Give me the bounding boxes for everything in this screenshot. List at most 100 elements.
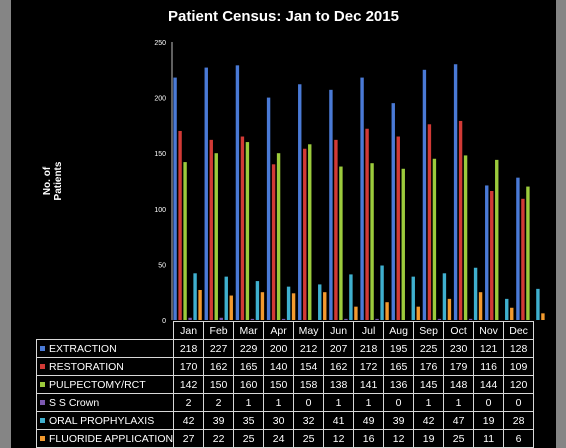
- data-label: 11: [473, 429, 505, 448]
- data-label: 25: [443, 429, 475, 448]
- legend-key-swatch: [40, 364, 45, 370]
- y-tick-label: 200: [154, 96, 166, 103]
- data-label: 165: [383, 357, 415, 376]
- bar-fluoride-application-feb: [229, 295, 233, 320]
- series-name: ORAL PROPHYLAXIS: [49, 414, 155, 427]
- legend-entry: ORAL PROPHYLAXIS: [35, 411, 175, 430]
- series-name: S S Crown: [49, 396, 100, 409]
- data-label: 165: [233, 357, 265, 376]
- x-tick-label: Jan: [173, 321, 205, 340]
- data-label: 49: [353, 411, 385, 430]
- data-label: 24: [263, 429, 295, 448]
- data-label: 212: [293, 339, 325, 358]
- data-label: 42: [413, 411, 445, 430]
- series-name: FLUORIDE APPLICATION: [49, 432, 174, 445]
- bar-fluoride-application-oct: [478, 292, 483, 320]
- data-label: 1: [413, 393, 445, 412]
- chart-plot: 0 50 100 150 200 250: [154, 40, 545, 325]
- data-label: 145: [413, 375, 445, 394]
- bar-extraction-nov: [485, 185, 489, 320]
- y-tick-label: 50: [158, 262, 166, 269]
- data-label: 42: [173, 411, 205, 430]
- data-label: 140: [263, 357, 295, 376]
- data-label: 47: [443, 411, 475, 430]
- data-label: 1: [353, 393, 385, 412]
- bar-fluoride-application-aug: [416, 306, 420, 320]
- bar-fluoride-application-jan: [198, 289, 202, 320]
- bar-s-s-crown-mar: [250, 318, 255, 320]
- data-label: 200: [263, 339, 295, 358]
- x-tick-label: Jul: [353, 321, 385, 340]
- bar-pulpectomy-rct-jul: [370, 163, 374, 320]
- data-label: 30: [263, 411, 295, 430]
- bar-extraction-mar: [235, 65, 240, 320]
- y-tick-label: 100: [154, 207, 166, 214]
- data-label: 158: [293, 375, 325, 394]
- bar-s-s-crown-jul: [375, 318, 379, 320]
- data-label: 136: [383, 375, 415, 394]
- bar-pulpectomy-rct-mar: [245, 142, 250, 320]
- x-tick-label: Nov: [473, 321, 505, 340]
- data-label: 179: [443, 357, 475, 376]
- series-name: RESTORATION: [49, 360, 124, 373]
- bar-oral-prophylaxis-mar: [255, 281, 260, 320]
- data-label: 150: [203, 375, 235, 394]
- data-label: 0: [503, 393, 535, 412]
- data-label: 41: [323, 411, 355, 430]
- x-tick-label: Oct: [443, 321, 475, 340]
- bar-restoration-apr: [271, 164, 276, 320]
- bar-oral-prophylaxis-oct: [473, 267, 478, 320]
- table-corner: [37, 322, 174, 340]
- data-label: 170: [173, 357, 205, 376]
- data-label: 6: [503, 429, 535, 448]
- data-label: 160: [233, 375, 265, 394]
- data-label: 2: [203, 393, 235, 412]
- x-tick-label: Feb: [203, 321, 235, 340]
- bar-oral-prophylaxis-feb: [224, 276, 228, 320]
- bar-oral-prophylaxis-dec: [536, 288, 540, 320]
- bar-fluoride-application-jun: [354, 306, 358, 320]
- table-row: PULPECTOMY/RCT 142 150 160 150 158 138 141 136 14…: [35, 375, 535, 394]
- bar-oral-prophylaxis-may: [318, 284, 322, 320]
- data-label: 144: [473, 375, 505, 394]
- data-label: 25: [293, 429, 325, 448]
- bar-pulpectomy-rct-may: [308, 144, 312, 320]
- bar-s-s-crown-apr: [281, 318, 286, 320]
- bar-restoration-may: [303, 148, 307, 320]
- bar-extraction-feb: [204, 67, 208, 320]
- bar-pulpectomy-rct-nov: [495, 159, 499, 320]
- bar-restoration-feb: [209, 139, 213, 320]
- data-label: 162: [323, 357, 355, 376]
- y-tick-label: 150: [154, 151, 166, 158]
- series-name: PULPECTOMY/RCT: [49, 378, 146, 391]
- x-tick-label: Apr: [263, 321, 295, 340]
- data-label: 0: [383, 393, 415, 412]
- legend-entry: S S Crown: [35, 393, 175, 412]
- bar-pulpectomy-rct-sep: [432, 158, 437, 320]
- bar-fluoride-application-sep: [447, 298, 452, 320]
- data-label: 142: [173, 375, 205, 394]
- chart-frame: Patient Census: Jan to Dec 2015 No. of P…: [11, 0, 556, 448]
- data-label: 120: [503, 375, 535, 394]
- x-tick-label: Jun: [323, 321, 355, 340]
- bar-restoration-jun: [334, 139, 338, 320]
- bar-oral-prophylaxis-jul: [380, 265, 384, 320]
- y-tick-label: 0: [162, 318, 166, 325]
- data-label: 12: [383, 429, 415, 448]
- data-label: 28: [503, 411, 535, 430]
- bar-restoration-oct: [458, 120, 463, 320]
- data-label: 230: [443, 339, 475, 358]
- bar-pulpectomy-rct-jan: [183, 162, 187, 320]
- data-label: 227: [203, 339, 235, 358]
- bar-extraction-oct: [453, 64, 458, 321]
- table-row: S S Crown 2 2 1 1 0 1 1 0 1 1 0 0: [35, 393, 535, 412]
- bar-pulpectomy-rct-dec: [526, 186, 530, 320]
- table-header-row: Jan Feb Mar Apr May Jun Jul Aug Sep Oct Nov Dec: [37, 321, 535, 340]
- data-label: 172: [353, 357, 385, 376]
- bar-extraction-may: [298, 84, 302, 320]
- bar-fluoride-application-nov: [510, 307, 514, 320]
- data-label: 0: [473, 393, 505, 412]
- data-label: 121: [473, 339, 505, 358]
- x-tick-label: Aug: [383, 321, 415, 340]
- table-row: RESTORATION 170 162 165 140 154 162 172 165 176 17…: [35, 357, 535, 376]
